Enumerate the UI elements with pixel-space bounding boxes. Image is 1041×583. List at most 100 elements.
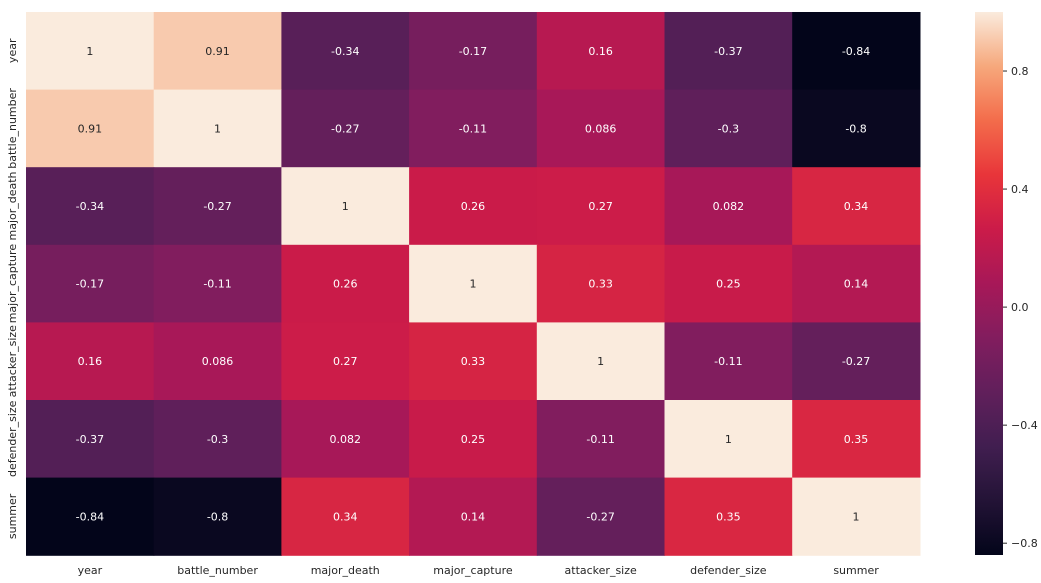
colorbar-tick-label: −0.8: [1011, 537, 1038, 550]
cell-annotation: -0.84: [76, 510, 104, 523]
cell-annotation: 0.33: [461, 355, 486, 368]
cell-annotation: -0.84: [842, 45, 870, 58]
heatmap-cell: [664, 400, 793, 479]
cell-annotation: 0.16: [588, 45, 613, 58]
heatmap-cell: [409, 322, 538, 401]
heatmap-cell: [153, 400, 282, 479]
heatmap-cell: [153, 322, 282, 401]
cell-annotation: 0.33: [588, 278, 613, 291]
cell-annotation: 1: [853, 510, 860, 523]
heatmap-cell: [409, 167, 538, 246]
heatmap-cell: [536, 400, 666, 479]
cell-annotation: -0.11: [714, 355, 742, 368]
cell-annotation: 0.27: [333, 355, 358, 368]
heatmap-cell: [26, 477, 155, 556]
heatmap-cell: [26, 12, 155, 91]
cell-annotation: -0.34: [76, 200, 104, 213]
cell-annotation: 0.14: [844, 278, 869, 291]
x-tick-label: year: [78, 564, 103, 577]
heatmap-cell: [664, 244, 793, 323]
heatmap-cell: [26, 89, 155, 168]
heatmap-cell: [281, 12, 410, 91]
cell-annotation: 1: [469, 278, 476, 291]
heatmap-cell: [792, 167, 921, 246]
colorbar-tick-label: 0.0: [1011, 301, 1029, 314]
cell-annotation: -0.37: [714, 45, 742, 58]
heatmap-cell: [409, 244, 538, 323]
heatmap-cells: [26, 12, 921, 556]
heatmap-cell: [26, 400, 155, 479]
heatmap-cell: [409, 477, 538, 556]
y-tick-label: defender_size: [6, 400, 19, 477]
cell-annotation: 1: [597, 355, 604, 368]
heatmap-cell: [792, 244, 921, 323]
cell-annotation: 1: [725, 433, 732, 446]
cell-annotation: 1: [342, 200, 349, 213]
heatmap-cell: [792, 12, 921, 91]
heatmap-cell: [664, 322, 793, 401]
heatmap-cell: [792, 322, 921, 401]
x-tick-label: battle_number: [177, 564, 258, 577]
heatmap-cell: [153, 244, 282, 323]
y-tick-label: attacker_size: [6, 325, 19, 397]
x-tick-label: major_capture: [433, 564, 513, 577]
colorbar-gradient: [975, 12, 1003, 555]
y-tick-label: summer: [6, 493, 19, 539]
heatmap-cell: [281, 89, 410, 168]
colorbar: 0.8 0.4 0.0 −0.4 −0.8: [975, 12, 1038, 555]
heatmap-cell: [409, 12, 538, 91]
cell-annotation: -0.3: [718, 122, 739, 135]
heatmap-cell: [281, 244, 410, 323]
cell-annotation: 0.26: [461, 200, 486, 213]
heatmap-cell: [409, 89, 538, 168]
heatmap-cell: [153, 167, 282, 246]
cell-annotation: 0.25: [461, 433, 486, 446]
cell-annotation: -0.17: [76, 278, 104, 291]
heatmap-cell: [536, 12, 666, 91]
y-tick-label: year: [6, 38, 19, 63]
cell-annotation: 0.25: [716, 278, 741, 291]
x-tick-label: defender_size: [690, 564, 767, 577]
heatmap-cell: [536, 89, 666, 168]
cell-annotation: 0.26: [333, 278, 358, 291]
cell-annotation: -0.37: [76, 433, 104, 446]
cell-annotation: 0.34: [333, 510, 358, 523]
heatmap-cell: [536, 322, 666, 401]
heatmap-annotations: 1 0.91 -0.34 -0.17 0.16 -0.37 -0.84 0.91 1 -0.27 -…: [76, 45, 871, 524]
heatmap-cell: [792, 477, 921, 556]
y-tick-label: major_capture: [6, 244, 19, 324]
x-axis-tick-labels: year battle_number major_death major_captur…: [78, 564, 880, 577]
cell-annotation: -0.11: [203, 278, 231, 291]
colorbar-tick-label: −0.4: [1011, 419, 1038, 432]
cell-annotation: 0.35: [844, 433, 869, 446]
heatmap-cell: [153, 12, 282, 91]
heatmap-cell: [792, 400, 921, 479]
cell-annotation: -0.27: [842, 355, 870, 368]
colorbar-tick-label: 0.8: [1011, 65, 1029, 78]
x-tick-label: attacker_size: [565, 564, 637, 577]
cell-annotation: -0.11: [586, 433, 614, 446]
heatmap-cell: [792, 89, 921, 168]
x-tick-label: major_death: [311, 564, 380, 577]
cell-annotation: 0.086: [585, 122, 617, 135]
heatmap-cell: [26, 244, 155, 323]
heatmap-cell: [536, 244, 666, 323]
cell-annotation: -0.17: [459, 45, 487, 58]
heatmap-cell: [153, 477, 282, 556]
cell-annotation: -0.8: [207, 510, 228, 523]
x-tick-label: summer: [833, 564, 879, 577]
cell-annotation: 0.35: [716, 510, 741, 523]
cell-annotation: -0.11: [459, 122, 487, 135]
heatmap-cell: [664, 89, 793, 168]
heatmap-cell: [664, 12, 793, 91]
heatmap-cell: [409, 400, 538, 479]
colorbar-tick-labels: 0.8 0.4 0.0 −0.4 −0.8: [1003, 65, 1038, 550]
cell-annotation: 0.082: [713, 200, 745, 213]
colorbar-tick-label: 0.4: [1011, 183, 1029, 196]
heatmap-cell: [536, 167, 666, 246]
heatmap-cell: [281, 477, 410, 556]
y-tick-label: major_death: [6, 171, 19, 240]
cell-annotation: -0.8: [845, 122, 866, 135]
cell-annotation: 0.082: [330, 433, 362, 446]
